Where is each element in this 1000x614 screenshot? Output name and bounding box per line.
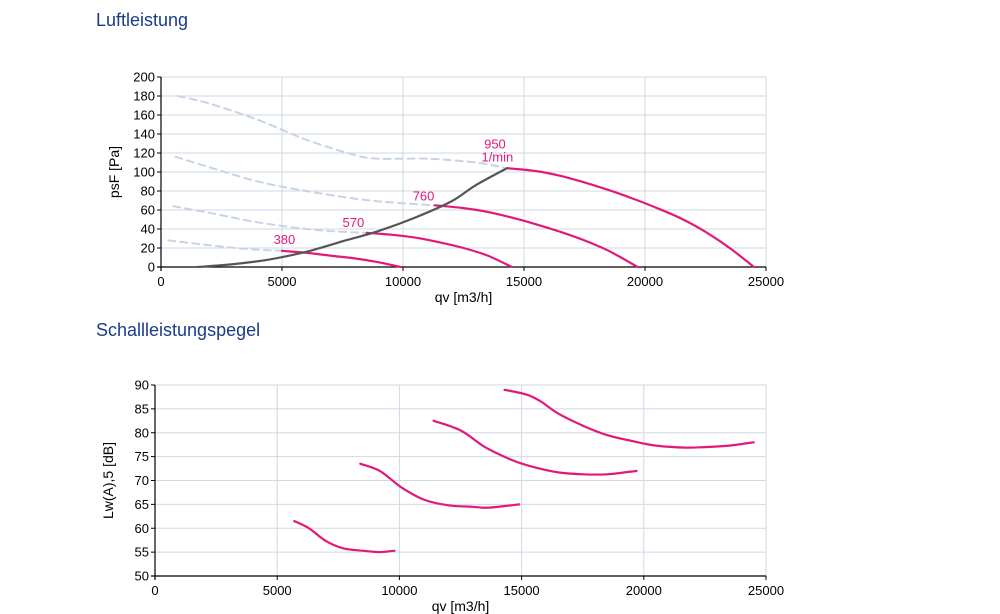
sound-y-tick-label: 60	[135, 521, 149, 536]
sound-y-tick-label: 85	[135, 401, 149, 416]
sound-x-tick-label: 25000	[748, 583, 784, 598]
speed-label: 570	[343, 215, 365, 230]
speed-label: 380	[274, 232, 296, 247]
sound-y-tick-label: 50	[135, 569, 149, 584]
air-system-curve	[196, 167, 509, 269]
sound-curve	[432, 419, 638, 476]
air-y-tick-label: 140	[133, 127, 155, 142]
sound-power-title: Schallleistungspegel	[96, 320, 261, 340]
sound-y-tick-label: 80	[135, 425, 149, 440]
air-performance-title: Luftleistung	[96, 10, 189, 30]
sound-y-tick-label: 70	[135, 473, 149, 488]
air-x-tick-label: 10000	[385, 274, 421, 289]
air-dashed-curve	[176, 95, 509, 170]
air-performance-chart: 0 20 40 60 80 100 120 140 160 180 200 0 5000 10000 150…	[106, 70, 784, 306]
air-y-tick-label: 80	[141, 184, 155, 199]
sound-x-tick-label: 15000	[504, 583, 540, 598]
sound-x-tick-label: 20000	[626, 583, 662, 598]
sound-y-tick-label: 55	[135, 545, 149, 560]
sound-curve	[503, 388, 755, 449]
air-y-tick-label: 180	[133, 89, 155, 104]
sound-x-axis-label: qv [m3/h]	[432, 598, 490, 614]
air-y-tick-label: 160	[133, 108, 155, 123]
speed-label: 760	[413, 189, 435, 204]
air-y-tick-label: 0	[148, 260, 155, 275]
air-x-tick-label: 0	[157, 274, 164, 289]
air-x-tick-label: 20000	[627, 274, 663, 289]
sound-y-tick-label: 75	[135, 449, 149, 464]
air-x-tick-label: 5000	[268, 274, 297, 289]
sound-x-tick-label: 10000	[381, 583, 417, 598]
sound-y-tick-label: 90	[135, 378, 149, 393]
air-y-tick-label: 60	[141, 203, 155, 218]
sound-curve	[359, 462, 521, 509]
air-curve-570	[365, 231, 513, 269]
sound-x-tick-label: 5000	[263, 583, 292, 598]
speed-label: 1/min	[481, 150, 513, 165]
air-y-tick-label: 100	[133, 165, 155, 180]
sound-y-axis-label: Lw(A),5 [dB]	[100, 442, 116, 519]
air-dashed-curve	[174, 155, 436, 207]
air-x-tick-label: 15000	[506, 274, 542, 289]
speed-label: 950	[484, 136, 506, 151]
air-dashed-curve	[167, 239, 283, 252]
air-y-tick-label: 40	[141, 222, 155, 237]
sound-y-tick-label: 65	[135, 497, 149, 512]
air-y-tick-label: 200	[133, 70, 155, 85]
air-y-tick-label: 20	[141, 241, 155, 256]
air-curve-950	[506, 167, 755, 269]
air-y-tick-label: 120	[133, 146, 155, 161]
air-curve-760	[433, 204, 639, 269]
air-x-tick-label: 25000	[748, 274, 784, 289]
air-y-axis-label: psF [Pa]	[106, 146, 122, 198]
air-x-axis-label: qv [m3/h]	[435, 289, 493, 305]
sound-x-tick-label: 0	[151, 583, 158, 598]
air-dashed-curve	[172, 205, 368, 234]
sound-curve	[293, 520, 396, 554]
